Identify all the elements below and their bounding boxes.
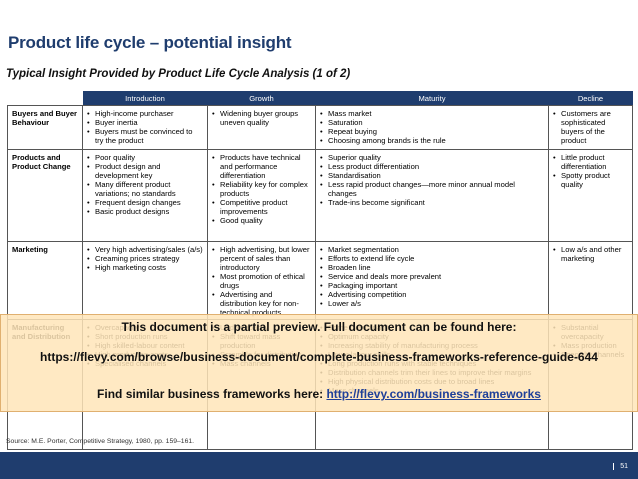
- bullet-item: Lower a/s: [320, 299, 544, 308]
- bullet-item: Good quality: [212, 216, 311, 225]
- column-header-decline: Decline: [548, 91, 633, 106]
- bullet-list: Customers are sophisticated buyers of th…: [553, 109, 628, 145]
- bullet-item: Creaming prices strategy: [87, 254, 203, 263]
- table-cell: Customers are sophisticated buyers of th…: [548, 105, 633, 150]
- bullet-item: Broaden line: [320, 263, 544, 272]
- bullet-item: Spotty product quality: [553, 171, 628, 189]
- bullet-list: Superior qualityLess product differentia…: [320, 153, 544, 207]
- table-header-row: Introduction Growth Maturity Decline: [7, 91, 633, 106]
- column-header-growth: Growth: [207, 91, 316, 106]
- preview-overlay: [0, 314, 638, 412]
- bullet-item: Market segmentation: [320, 245, 544, 254]
- bullet-item: Most promotion of ethical drugs: [212, 272, 311, 290]
- table-row: MarketingVery high advertising/sales (a/…: [7, 241, 633, 320]
- table-cell: Widening buyer groups uneven quality: [207, 105, 316, 150]
- bullet-item: Buyers must be convinced to try the prod…: [87, 127, 203, 145]
- bullet-list: Mass marketSaturationRepeat buyingChoosi…: [320, 109, 544, 145]
- bullet-item: Choosing among brands is the rule: [320, 136, 544, 145]
- bullet-item: Less product differentiation: [320, 162, 544, 171]
- bullet-item: Repeat buying: [320, 127, 544, 136]
- bullet-item: High advertising, but lower percent of s…: [212, 245, 311, 272]
- bullet-item: Superior quality: [320, 153, 544, 162]
- bullet-item: Efforts to extend life cycle: [320, 254, 544, 263]
- bullet-item: Less rapid product changes—more minor an…: [320, 180, 544, 198]
- table-row: Products and Product ChangePoor qualityP…: [7, 149, 633, 242]
- bullet-item: Advertising and distribution key for non…: [212, 290, 311, 317]
- table-cell: Little product differentiationSpotty pro…: [548, 149, 633, 242]
- bullet-item: Packaging important: [320, 281, 544, 290]
- similar-frameworks-link[interactable]: http://flevy.com/business-frameworks: [326, 387, 541, 401]
- bullet-item: Advertising competition: [320, 290, 544, 299]
- bullet-list: Little product differentiationSpotty pro…: [553, 153, 628, 189]
- row-label: Buyers and Buyer Behaviour: [7, 105, 83, 150]
- similar-frameworks-label: Find similar business frameworks here:: [97, 387, 327, 401]
- row-label: Marketing: [7, 241, 83, 320]
- bullet-list: High-income purchaserBuyer inertiaBuyers…: [87, 109, 203, 145]
- bullet-item: Low a/s and other marketing: [553, 245, 628, 263]
- table-corner: [7, 91, 83, 106]
- preview-notice: This document is a partial preview. Full…: [121, 320, 517, 334]
- bullet-list: Very high advertising/sales (a/s)Creamin…: [87, 245, 203, 272]
- bullet-item: Widening buyer groups uneven quality: [212, 109, 311, 127]
- table-cell: Very high advertising/sales (a/s)Creamin…: [82, 241, 208, 320]
- table-cell: High advertising, but lower percent of s…: [207, 241, 316, 320]
- page-title: Product life cycle – potential insight: [8, 33, 292, 52]
- bullet-list: Widening buyer groups uneven quality: [212, 109, 311, 127]
- column-header-maturity: Maturity: [315, 91, 549, 106]
- bullet-item: Products have technical and performance …: [212, 153, 311, 180]
- source-citation: Source: M.E. Porter, Competitive Strateg…: [6, 438, 195, 445]
- bullet-item: Mass market: [320, 109, 544, 118]
- bullet-list: Low a/s and other marketing: [553, 245, 628, 263]
- similar-frameworks-line: Find similar business frameworks here: h…: [0, 387, 638, 401]
- bullet-list: Products have technical and performance …: [212, 153, 311, 225]
- table-cell: High-income purchaserBuyer inertiaBuyers…: [82, 105, 208, 150]
- page-number: 51: [613, 463, 628, 470]
- table-row: Buyers and Buyer BehaviourHigh-income pu…: [7, 105, 633, 150]
- bullet-item: Service and deals more prevalent: [320, 272, 544, 281]
- bullet-item: Basic product designs: [87, 207, 203, 216]
- footer-bar: [0, 452, 638, 479]
- preview-url-link[interactable]: https://flevy.com/browse/business-docume…: [40, 350, 598, 364]
- bullet-item: Product design and development key: [87, 162, 203, 180]
- bullet-item: High marketing costs: [87, 263, 203, 272]
- page-subtitle: Typical Insight Provided by Product Life…: [6, 68, 351, 80]
- bullet-list: Poor qualityProduct design and developme…: [87, 153, 203, 216]
- bullet-list: High advertising, but lower percent of s…: [212, 245, 311, 317]
- bullet-item: Many different product variations; no st…: [87, 180, 203, 198]
- bullet-item: Reliability key for complex products: [212, 180, 311, 198]
- bullet-item: Very high advertising/sales (a/s): [87, 245, 203, 254]
- table-cell: Market segmentationEfforts to extend lif…: [315, 241, 549, 320]
- bullet-item: Saturation: [320, 118, 544, 127]
- table-cell: Low a/s and other marketing: [548, 241, 633, 320]
- bullet-item: Standardisation: [320, 171, 544, 180]
- bullet-item: Buyer inertia: [87, 118, 203, 127]
- bullet-list: Market segmentationEfforts to extend lif…: [320, 245, 544, 308]
- bullet-item: Poor quality: [87, 153, 203, 162]
- table-cell: Mass marketSaturationRepeat buyingChoosi…: [315, 105, 549, 150]
- table-cell: Superior qualityLess product differentia…: [315, 149, 549, 242]
- table-cell: Products have technical and performance …: [207, 149, 316, 242]
- row-label: Products and Product Change: [7, 149, 83, 242]
- bullet-item: Trade-ins become significant: [320, 198, 544, 207]
- bullet-item: High-income purchaser: [87, 109, 203, 118]
- bullet-item: Frequent design changes: [87, 198, 203, 207]
- bullet-item: Competitive product improvements: [212, 198, 311, 216]
- table-cell: Poor qualityProduct design and developme…: [82, 149, 208, 242]
- column-header-introduction: Introduction: [82, 91, 208, 106]
- bullet-item: Customers are sophisticated buyers of th…: [553, 109, 628, 145]
- bullet-item: Little product differentiation: [553, 153, 628, 171]
